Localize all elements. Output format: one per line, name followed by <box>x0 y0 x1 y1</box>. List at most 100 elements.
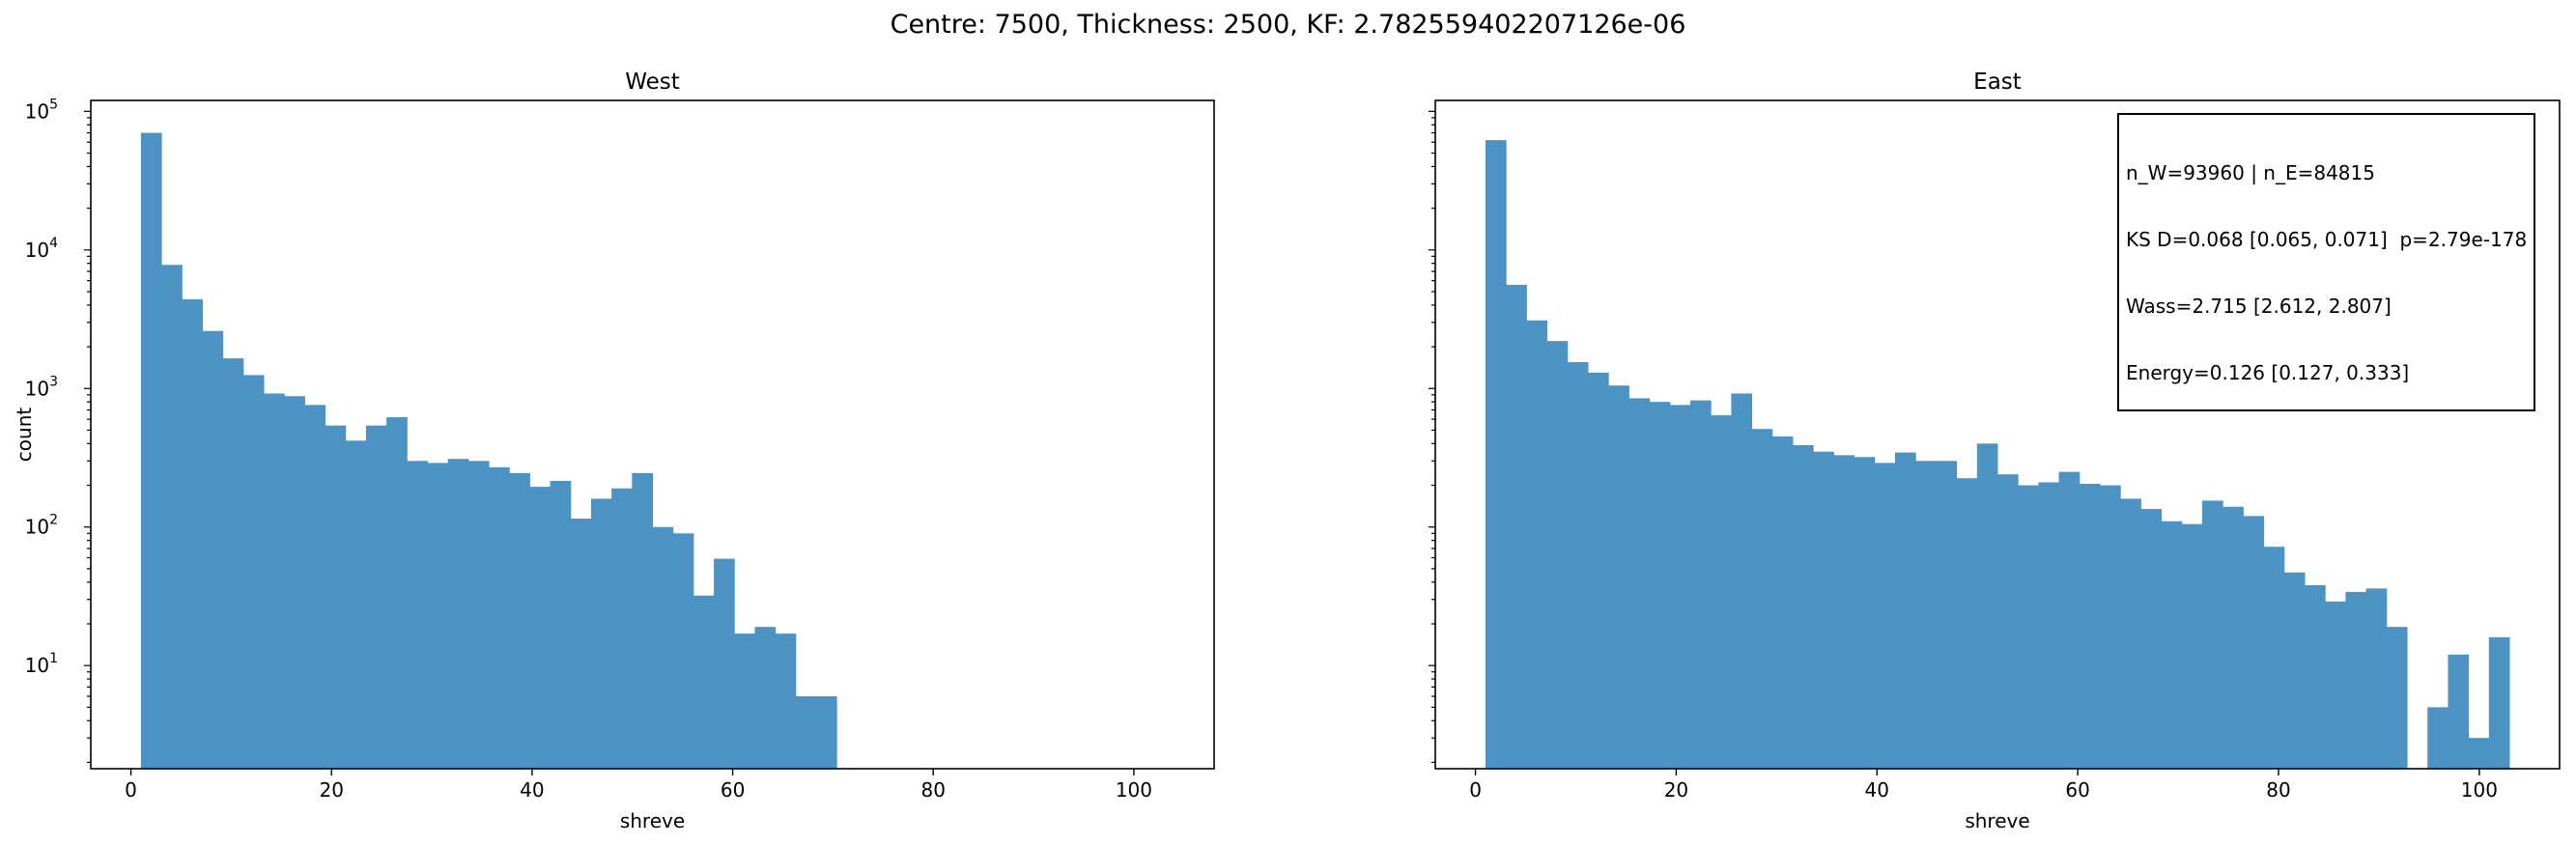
histogram-bar <box>1669 405 1691 769</box>
y-tick-label: 103 <box>25 374 58 400</box>
axes-frame-east <box>1434 99 2561 770</box>
histogram-bar <box>2427 707 2449 769</box>
y-tick-label: 104 <box>25 236 58 262</box>
y-axis-label-west: count <box>13 408 36 463</box>
histogram-bar <box>2448 654 2470 769</box>
histogram-bar <box>264 393 285 769</box>
x-tick-label: 80 <box>2266 778 2290 802</box>
x-tick-label: 20 <box>319 778 343 802</box>
histogram-bar <box>1976 443 1998 769</box>
histogram-bar <box>2263 547 2285 769</box>
histogram-bar <box>1689 400 1712 769</box>
histogram-bar <box>570 519 592 769</box>
histogram-bar <box>1649 402 1671 769</box>
histogram-bar <box>2120 498 2141 769</box>
histogram-bar <box>2468 738 2490 769</box>
stats-line-ks: KS D=0.068 [0.065, 0.071] p=2.79e-178 <box>2126 228 2528 251</box>
y-tick-label: 105 <box>25 97 58 123</box>
histogram-bar <box>815 695 837 769</box>
histogram-bar <box>1608 385 1629 769</box>
histogram-bar <box>1854 457 1876 769</box>
histogram-bar <box>2202 500 2223 769</box>
histogram-bar <box>489 466 510 769</box>
histogram-bar <box>2181 523 2203 769</box>
histogram-bar <box>222 358 244 769</box>
y-tick-exponent: 1 <box>49 651 58 666</box>
figure-title: Centre: 7500, Thickness: 2500, KF: 2.782… <box>890 10 1686 40</box>
x-axis-label-west: shreve <box>620 809 685 832</box>
histogram-bar <box>1813 451 1834 769</box>
histogram-bar <box>1771 437 1794 769</box>
histogram-bar <box>345 440 367 769</box>
histogram-bar <box>2222 506 2244 769</box>
y-tick-exponent: 2 <box>49 513 58 528</box>
histogram-bar <box>365 425 387 769</box>
bars-east <box>1485 140 2510 770</box>
histogram-bar <box>1792 444 1814 769</box>
y-tick-exponent: 4 <box>49 236 58 251</box>
histogram-bar <box>2140 509 2163 769</box>
histogram-bar <box>1731 393 1753 769</box>
histogram-bar <box>447 459 469 769</box>
histogram-bar <box>325 425 347 769</box>
histogram-bar <box>795 695 817 769</box>
histogram-bar <box>2058 471 2081 769</box>
bars-west <box>140 132 837 770</box>
histogram-bar <box>2100 485 2121 769</box>
histogram-bar <box>2283 572 2306 769</box>
histogram-bar <box>1936 461 1958 769</box>
histogram-bar <box>2365 588 2388 769</box>
histogram-bar <box>2038 482 2060 769</box>
stats-box: n_W=93960 | n_E=84815 KS D=0.068 [0.065,… <box>2117 113 2536 411</box>
histogram-bar <box>509 472 530 769</box>
stats-line-counts: n_W=93960 | n_E=84815 <box>2126 161 2375 184</box>
histogram-bar <box>427 463 449 769</box>
histogram-bar <box>1997 474 2019 769</box>
histogram-bar <box>1751 429 1773 769</box>
histogram-bar <box>1567 361 1589 769</box>
histogram-bar <box>2345 591 2367 769</box>
panel-title-east: East <box>1973 70 2022 95</box>
histogram-bar <box>529 487 552 769</box>
x-tick-label: 60 <box>2065 778 2089 802</box>
stats-line-wass: Wass=2.715 [2.612, 2.807] <box>2126 295 2392 318</box>
histogram-bar <box>693 595 715 769</box>
histogram-bar <box>550 481 572 769</box>
histogram-bar <box>182 298 203 769</box>
histogram-bar <box>775 634 797 769</box>
histogram-bar <box>1485 140 1507 770</box>
histogram-bar <box>2018 485 2039 769</box>
histogram-bar <box>1546 341 1569 769</box>
x-tick-label: 0 <box>125 778 137 802</box>
histogram-bar <box>2305 584 2326 769</box>
histogram-bar <box>2161 521 2183 769</box>
x-tick-label: 0 <box>1469 778 1482 802</box>
histogram-bar <box>1874 463 1896 769</box>
histogram-bar <box>1833 455 1855 769</box>
y-tick-label: 102 <box>25 513 58 539</box>
stats-line-energy: Energy=0.126 [0.127, 0.333] <box>2126 361 2410 384</box>
histogram-bar <box>2243 516 2265 769</box>
histogram-bar <box>1711 415 1732 769</box>
panel-west: 0 20 40 60 80 100 101 102 103 104 105 West shreve cou… <box>13 70 1215 832</box>
histogram-bar <box>2386 627 2408 769</box>
histogram-bar <box>2488 636 2510 769</box>
histogram-bar <box>161 265 183 769</box>
histogram-bar <box>611 488 633 769</box>
x-tick-label: 60 <box>721 778 745 802</box>
histogram-bar <box>1628 398 1651 769</box>
y-tick-exponent: 3 <box>49 374 58 389</box>
panel-title-west: West <box>625 70 680 95</box>
histogram-bar <box>714 558 735 769</box>
histogram-bar <box>1506 284 1527 769</box>
histogram-bar <box>672 533 694 769</box>
x-axis-label-east: shreve <box>1965 809 2029 832</box>
histogram-bar <box>1915 461 1937 769</box>
histogram-bar <box>304 405 326 769</box>
y-tick-label: 101 <box>25 651 58 677</box>
histogram-bar <box>2325 601 2346 769</box>
histogram-bar <box>632 472 653 769</box>
x-tick-label: 100 <box>1116 778 1152 802</box>
histogram-bar <box>1956 478 1978 769</box>
